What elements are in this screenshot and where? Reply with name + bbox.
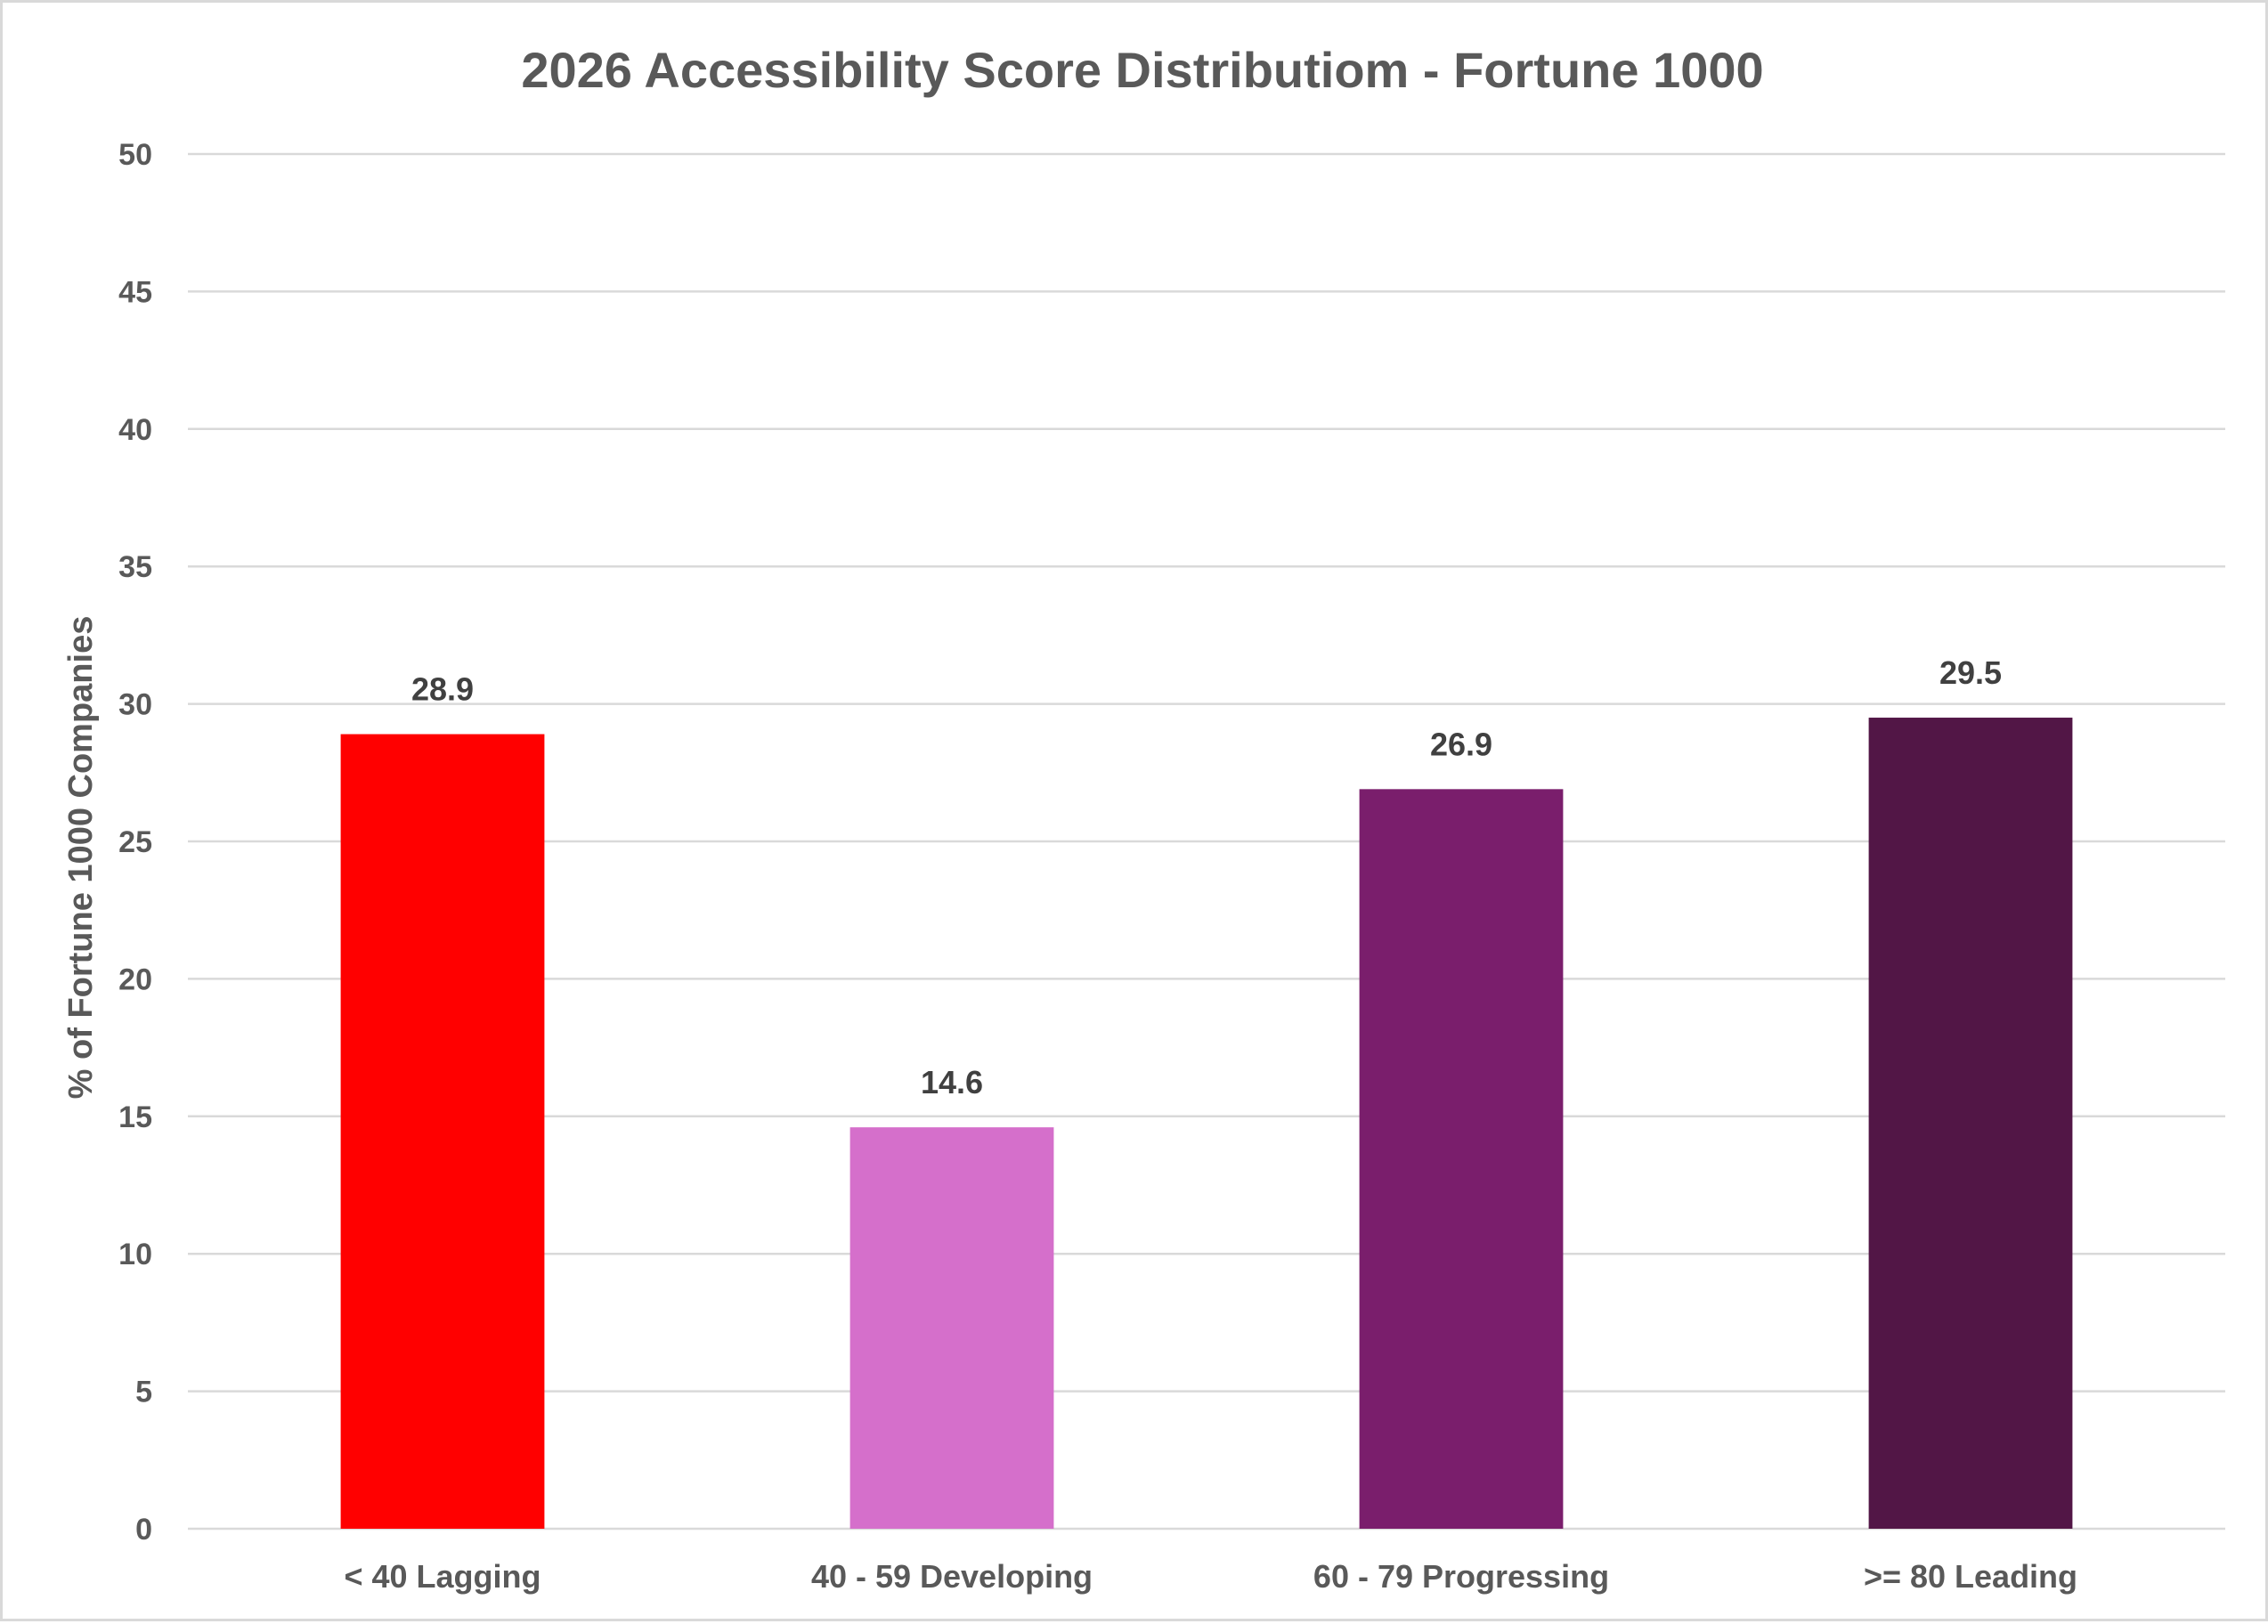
data-label: 28.9 [411, 671, 474, 708]
chart-canvas: 2026 Accessibility Score Distributiom - … [62, 42, 2225, 1595]
x-tick-label: 40 - 59 Developing [811, 1558, 1093, 1595]
y-tick-label: 35 [118, 550, 152, 584]
data-labels: 28.9 14.6 26.9 29.5 [411, 654, 2002, 1100]
bar [1868, 718, 2073, 1529]
y-tick-label: 30 [118, 688, 152, 722]
bar [849, 1127, 1054, 1529]
y-tick-label: 40 [118, 413, 152, 447]
data-label: 14.6 [921, 1064, 983, 1100]
data-label: 29.5 [1939, 654, 2002, 691]
y-tick-label: 0 [135, 1513, 152, 1547]
y-axis-ticks: 0 5 10 15 20 25 30 35 40 45 50 [118, 138, 152, 1547]
bar [340, 734, 545, 1529]
x-tick-label: >= 80 Leading [1864, 1558, 2077, 1595]
y-tick-label: 25 [118, 825, 152, 859]
y-tick-label: 10 [118, 1238, 152, 1271]
y-axis-label: % of Fortune 1000 Companies [62, 616, 100, 1100]
bars [340, 718, 2073, 1529]
y-tick-label: 15 [118, 1100, 152, 1134]
y-tick-label: 20 [118, 962, 152, 996]
y-tick-label: 45 [118, 275, 152, 309]
bar [1359, 789, 1564, 1529]
x-tick-label: < 40 Lagging [344, 1558, 541, 1595]
data-label: 26.9 [1430, 726, 1492, 762]
y-tick-label: 5 [135, 1376, 152, 1409]
y-tick-label: 50 [118, 138, 152, 172]
x-tick-label: 60 - 79 Progressing [1313, 1558, 1609, 1595]
chart-title: 2026 Accessibility Score Distributiom - … [521, 42, 1763, 98]
x-axis-ticks: < 40 Lagging 40 - 59 Developing 60 - 79 Pr… [344, 1558, 2077, 1595]
